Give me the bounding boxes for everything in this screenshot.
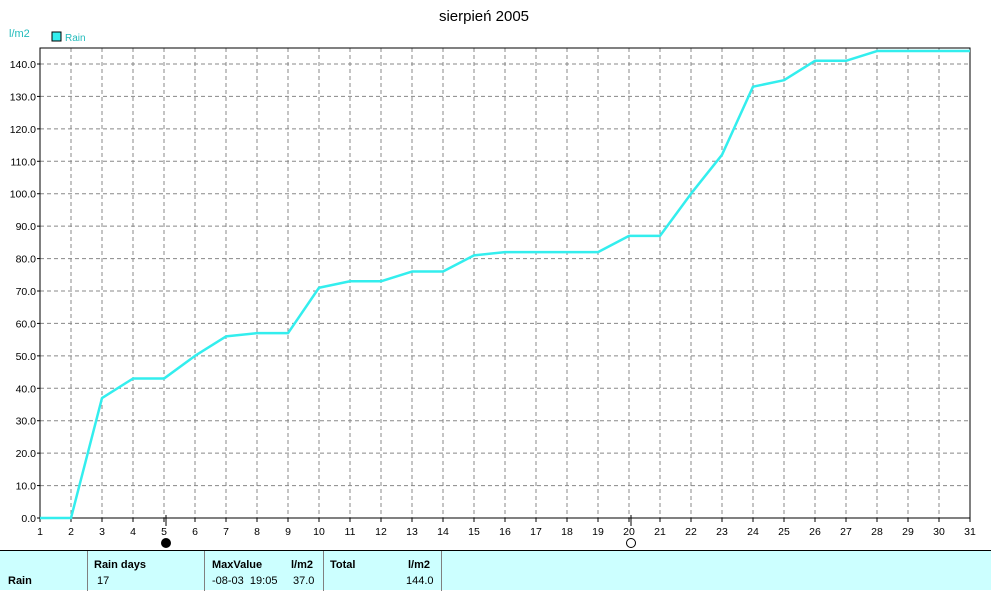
y-tick-label: 30.0 bbox=[16, 416, 37, 428]
legend-label-rain: Rain bbox=[65, 33, 86, 44]
total-unit: l/m2 bbox=[408, 559, 430, 571]
rain-days-header: Rain days bbox=[94, 559, 146, 571]
x-tick-label: 31 bbox=[964, 526, 976, 538]
rain-chart: sierpień 2005 l/m2 Rain 0.0 10.0 20.0 30.0 4… bbox=[0, 0, 991, 550]
x-tick-label: 1 bbox=[37, 526, 43, 538]
total-header: Total bbox=[330, 559, 355, 571]
max-value-header: MaxValue bbox=[212, 559, 262, 571]
summary-table: Rain Rain days 17 MaxValue l/m2 -08-03 1… bbox=[0, 550, 991, 590]
y-tick-label: 0.0 bbox=[21, 513, 36, 525]
total-cell: Total l/m2 144.0 bbox=[324, 551, 442, 591]
y-tick-label: 100.0 bbox=[10, 189, 36, 201]
x-tick-label: 30 bbox=[933, 526, 945, 538]
y-tick-label: 110.0 bbox=[11, 156, 37, 168]
x-tick-label: 16 bbox=[499, 526, 511, 538]
x-tick-label: 19 bbox=[592, 526, 604, 538]
x-tick-label: 2 bbox=[68, 526, 74, 538]
x-tick-label: 3 bbox=[99, 526, 105, 538]
x-tick-label: 25 bbox=[778, 526, 790, 538]
y-tick-label: 40.0 bbox=[16, 383, 37, 395]
x-tick-label: 20 bbox=[623, 526, 635, 538]
x-tick-label: 6 bbox=[192, 526, 198, 538]
total-value: 144.0 bbox=[406, 575, 434, 587]
full-moon-icon bbox=[627, 539, 636, 548]
max-value-date: -08-03 19:05 bbox=[212, 575, 277, 587]
y-tick-label: 60.0 bbox=[16, 318, 37, 330]
x-tick-label: 24 bbox=[747, 526, 759, 538]
y-tick-label: 130.0 bbox=[10, 91, 36, 103]
x-tick-label: 5 bbox=[161, 526, 167, 538]
x-tick-label: 11 bbox=[345, 526, 356, 538]
row-label: Rain bbox=[8, 575, 32, 587]
x-tick-label: 4 bbox=[130, 526, 136, 538]
x-tick-label: 21 bbox=[654, 526, 666, 538]
grid-lines bbox=[40, 48, 970, 518]
y-tick-label: 140.0 bbox=[10, 59, 36, 71]
y-tick-label: 70.0 bbox=[16, 286, 37, 298]
x-tick-label: 9 bbox=[285, 526, 291, 538]
x-tick-label: 26 bbox=[809, 526, 821, 538]
x-tick-label: 27 bbox=[840, 526, 852, 538]
legend-swatch-rain bbox=[52, 32, 61, 41]
x-tick-label: 8 bbox=[254, 526, 260, 538]
x-tick-label: 10 bbox=[313, 526, 325, 538]
x-tick-label: 29 bbox=[902, 526, 914, 538]
x-tick-label: 28 bbox=[871, 526, 883, 538]
axis-ticks: 0.0 10.0 20.0 30.0 40.0 50.0 60.0 70.0 80.0 90.0 1… bbox=[10, 59, 976, 538]
x-tick-label: 23 bbox=[716, 526, 728, 538]
x-tick-label: 12 bbox=[375, 526, 387, 538]
x-tick-label: 13 bbox=[406, 526, 418, 538]
x-tick-label: 17 bbox=[530, 526, 542, 538]
row-label-cell: Rain bbox=[0, 551, 88, 591]
rain-days-value: 17 bbox=[97, 575, 109, 587]
x-tick-label: 18 bbox=[561, 526, 573, 538]
max-value-cell: MaxValue l/m2 -08-03 19:05 37.0 bbox=[205, 551, 324, 591]
chart-title: sierpień 2005 bbox=[439, 8, 529, 25]
max-value-unit: l/m2 bbox=[291, 559, 313, 571]
x-tick-label: 15 bbox=[468, 526, 480, 538]
y-axis-label: l/m2 bbox=[9, 28, 30, 40]
y-tick-label: 80.0 bbox=[16, 254, 37, 266]
x-tick-label: 14 bbox=[437, 526, 449, 538]
rain-days-cell: Rain days 17 bbox=[88, 551, 205, 591]
x-tick-label: 22 bbox=[685, 526, 697, 538]
y-tick-label: 50.0 bbox=[16, 351, 37, 363]
y-tick-label: 90.0 bbox=[16, 221, 37, 233]
y-tick-label: 10.0 bbox=[16, 481, 37, 493]
new-moon-icon bbox=[162, 539, 171, 548]
y-tick-label: 120.0 bbox=[10, 124, 36, 136]
max-value-value: 37.0 bbox=[293, 575, 314, 587]
y-tick-label: 20.0 bbox=[16, 448, 37, 460]
x-tick-label: 7 bbox=[223, 526, 229, 538]
